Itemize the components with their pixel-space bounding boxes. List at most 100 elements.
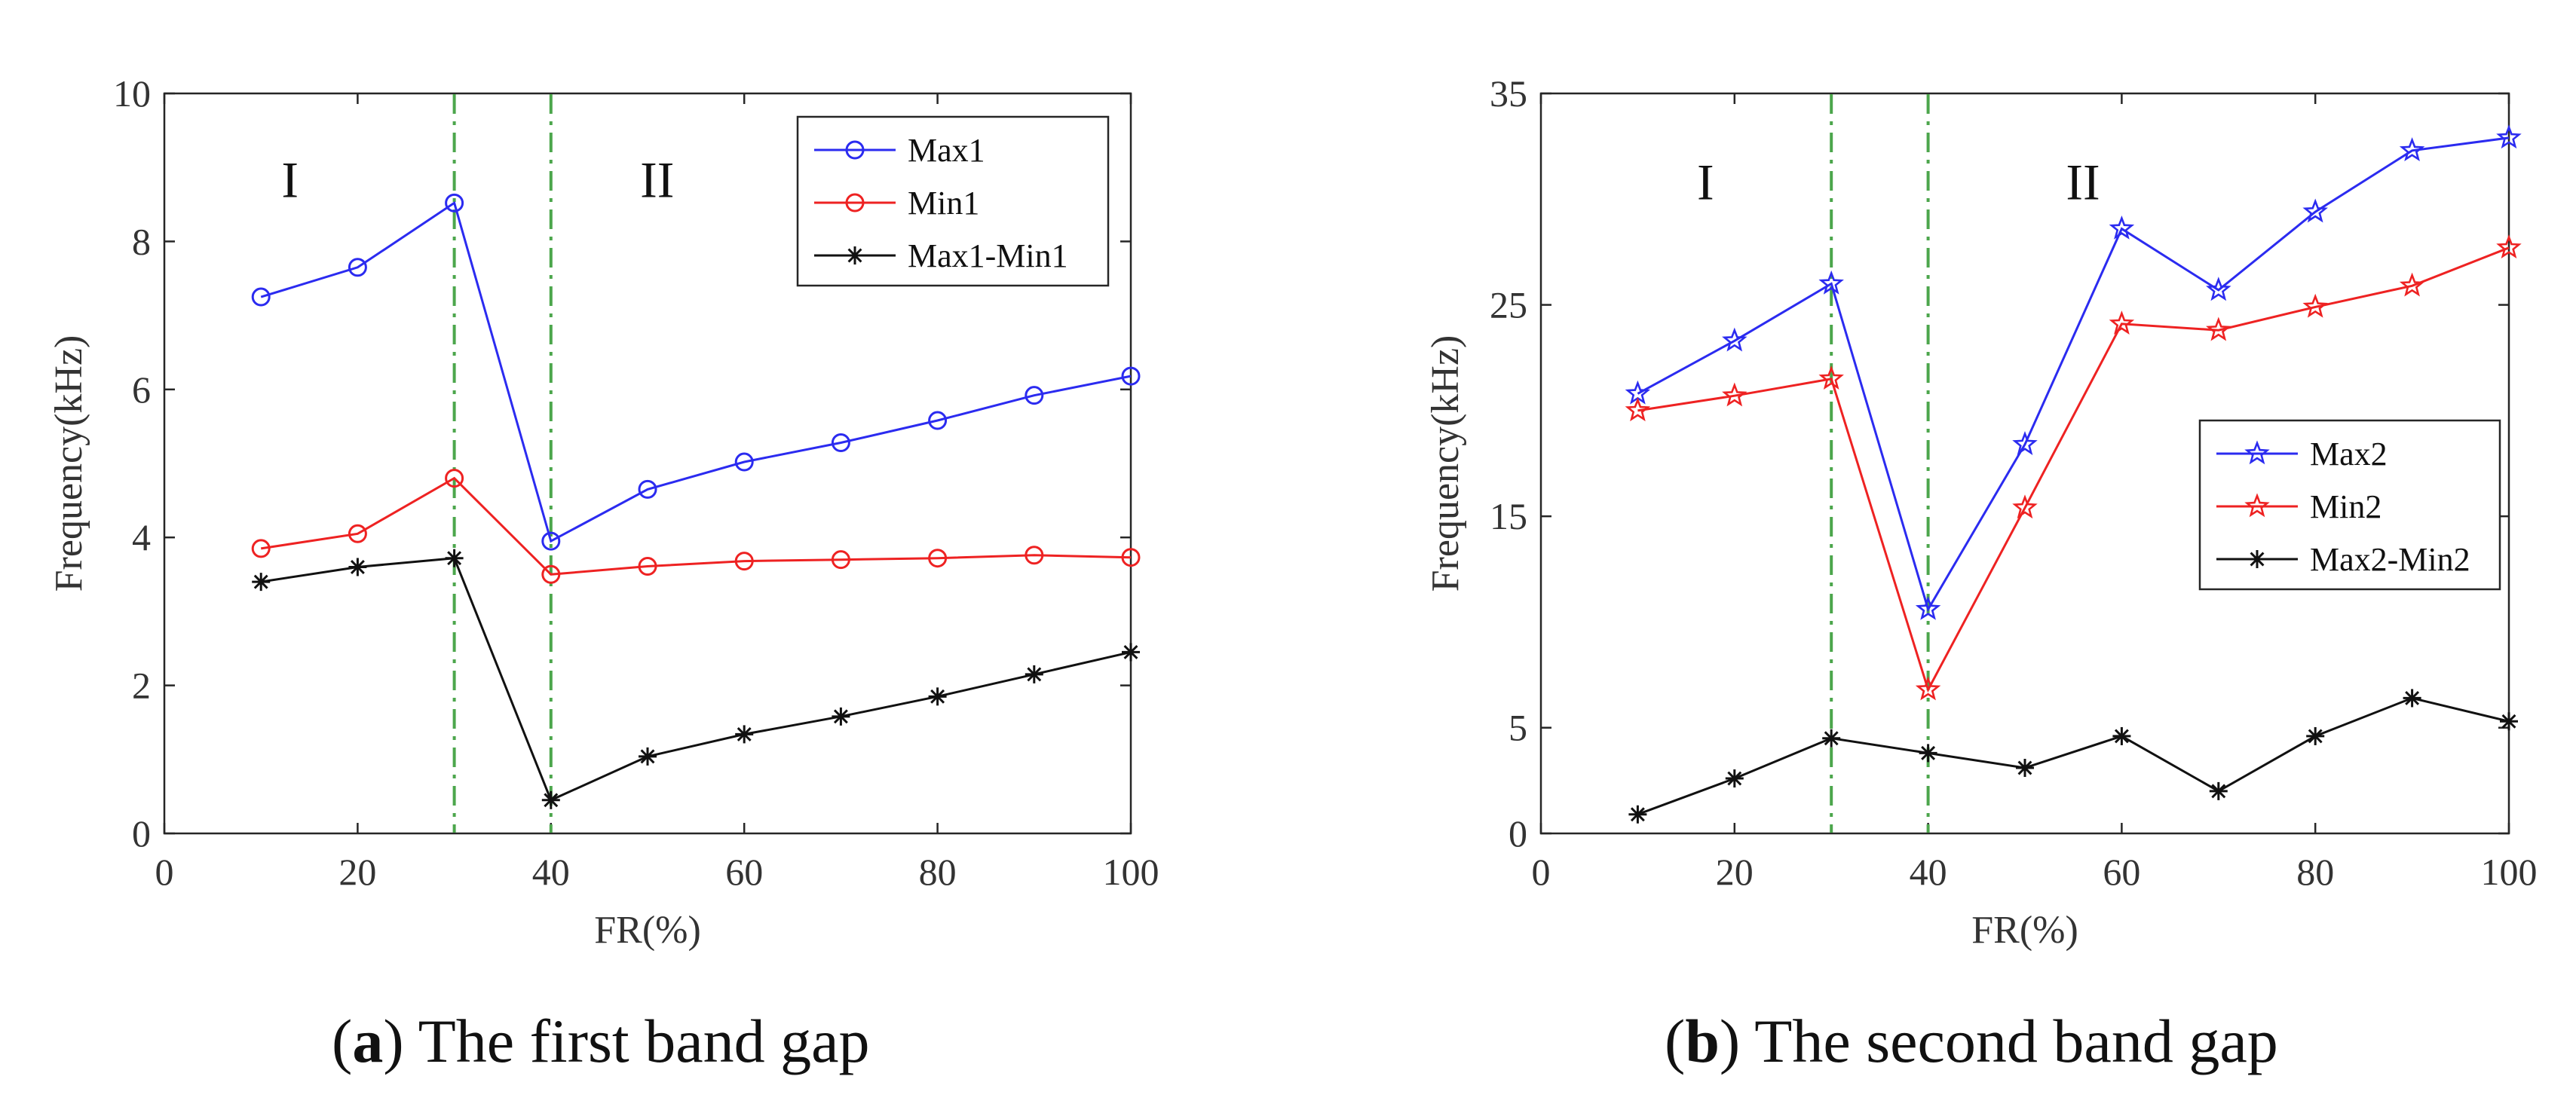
caption-a-letter: a xyxy=(352,1007,384,1075)
panel-b-ytick-label: 25 xyxy=(1490,284,1527,326)
panel-a-series-max1-point-shape xyxy=(638,479,657,499)
panel-a-series-min1-point-shape xyxy=(734,552,754,571)
panel-a-series-max1-point-shape xyxy=(251,287,271,307)
panel-b-series-min2 xyxy=(1625,234,2522,701)
panel-b-series-max2-line xyxy=(1637,136,2510,613)
panel-a-series-min1-point xyxy=(348,524,367,543)
panel-b-series-max2-min2-point xyxy=(2209,781,2228,800)
panel-b-legend-entry-label: Max2 xyxy=(2310,436,2388,472)
panel-a-series-max1-point xyxy=(928,411,948,430)
panel-b-legend-entry-marker-shape xyxy=(2244,493,2270,518)
panel-a-ytick-label: 2 xyxy=(132,665,151,707)
panel-a-series-max1-line xyxy=(260,200,1132,543)
panel-a-series-max1-min1-point-stroke-3 xyxy=(640,749,655,764)
panel-b-series-min2-point-shape xyxy=(1722,382,1747,407)
panel-b-series-min2-point xyxy=(2496,234,2522,259)
panel-a-series-max1-min1-point-stroke-3 xyxy=(737,726,752,741)
panel-a-series-max1-min1-point-stroke-3 xyxy=(350,560,365,574)
panel-b-series-max2-min2-point-stroke-3 xyxy=(2211,784,2226,799)
panel-b-series-max2-min2-point xyxy=(1822,729,1841,748)
panel-a-series-max1 xyxy=(251,193,1141,551)
panel-a-xtick-label: 60 xyxy=(725,851,763,893)
panel-b-region-label-2: II xyxy=(2066,153,2100,210)
panel-a-series-max1-min1-point xyxy=(1122,643,1140,662)
panel-a-legend-entry-marker xyxy=(845,140,865,160)
panel-a-series-max1-min1-point-stroke-3 xyxy=(1123,644,1138,659)
panel-a-legend-entry-label: Max1-Min1 xyxy=(908,237,1068,274)
panel-a-series-max1-point-shape xyxy=(928,411,948,430)
panel-b-xtick-label: 60 xyxy=(2103,851,2140,893)
panel-b-series-max2-point-shape xyxy=(1722,327,1747,352)
panel-a-series-min1-point xyxy=(928,549,948,568)
panel-b-series-max2-point xyxy=(2206,277,2231,301)
panel-a-series-max1-min1-point-stroke-3 xyxy=(833,709,848,724)
panel-a-series-max1-point xyxy=(638,479,657,499)
panel-a-yaxis-label: Frequency(kHz) xyxy=(47,335,90,592)
panel-b-series-max2-point xyxy=(1818,270,1844,295)
panel-a-series-min1-point xyxy=(251,539,271,558)
panel-b-legend-entry-marker xyxy=(2244,493,2270,518)
panel-b-legend-entry-marker-shape xyxy=(2244,440,2270,465)
panel-b-series-min2-point-shape xyxy=(2012,494,2038,519)
panel-a-series-max1-min1-point xyxy=(252,573,271,592)
panel-a-series-min1 xyxy=(251,469,1141,584)
panel-a-series-min1-point-shape xyxy=(251,539,271,558)
panel-a-series-max1-min1-point-stroke-3 xyxy=(253,574,268,589)
panel-a-series-max1-min1-point-stroke-3 xyxy=(930,689,945,704)
panel-b-series-max2-point-shape xyxy=(2496,124,2522,149)
panel-a-xaxis-label: FR(%) xyxy=(594,909,701,952)
panel-a-series-max1-min1-point xyxy=(348,558,367,576)
panel-b-xtick-label: 20 xyxy=(1716,851,1754,893)
panel-a-ytick-label: 10 xyxy=(113,72,151,115)
panel-a-legend-entry-marker-shape xyxy=(845,193,865,212)
panel-b-series-max2-min2-point xyxy=(2306,726,2325,745)
panel-b-series-min2-point-shape xyxy=(1625,397,1651,422)
panel-a-series-max1-point-shape xyxy=(1025,386,1044,405)
panel-b-series-max2-min2-point xyxy=(2016,759,2034,778)
panel-b-series-max2-point-shape xyxy=(1818,270,1844,295)
panel-b-series-min2-point-shape xyxy=(1915,676,1941,701)
panel-a-ytick-label: 8 xyxy=(132,220,151,262)
panel-a-xtick-label: 0 xyxy=(155,851,174,893)
panel-b-ytick-label: 0 xyxy=(1509,812,1527,855)
panel-a-series-max1-point-shape xyxy=(1121,366,1141,386)
panel-b-series-max2-point-shape xyxy=(2109,215,2135,240)
panel-a-series-max1-point xyxy=(1121,366,1141,386)
caption-b-text: ) The second band gap xyxy=(1719,1007,2278,1075)
panel-b-series-max2-min2-point-stroke-3 xyxy=(2308,729,2323,744)
panel-a-series-min1-point xyxy=(638,556,657,576)
panel-a-legend-entry-label: Min1 xyxy=(908,185,979,222)
panel-b-series-max2-min2-point-stroke-3 xyxy=(1727,771,1742,786)
panel-b-legend-entry: Max2-Min2 xyxy=(2216,541,2470,578)
panel-b-series-min2-point xyxy=(2206,316,2231,341)
panel-a-series-min1-point-shape xyxy=(831,550,850,570)
panel-b-series-min2-point-shape xyxy=(2206,316,2231,341)
panel-b-series-min2-point xyxy=(1915,676,1941,701)
panel-a-legend-entry-marker xyxy=(845,193,865,212)
panel-a-xtick-label: 100 xyxy=(1103,851,1159,893)
panel-a-series-max1-min1-point xyxy=(735,725,754,744)
panel-a-legend-entry-marker-shape xyxy=(845,140,865,160)
panel-b-xtick-label: 100 xyxy=(2481,851,2538,893)
panel-b-series-max2-point xyxy=(2109,215,2135,240)
panel-b-series-max2-point xyxy=(2302,198,2328,223)
panel-b-series-max2-point xyxy=(2496,124,2522,149)
panel-a-xtick-label: 80 xyxy=(919,851,957,893)
panel-a-series-min1-point xyxy=(831,550,850,570)
panel-a-series-max1-point xyxy=(348,258,367,277)
caption-b: (b) The second band gap xyxy=(1665,1007,2278,1075)
panel-a-region-label-2: II xyxy=(640,151,674,208)
panel-a-xtick-label: 20 xyxy=(338,851,376,893)
panel-b-series-max2-min2-point-stroke-3 xyxy=(2114,729,2129,744)
panel-a-series-max1-point xyxy=(1025,386,1044,405)
panel-a-series-min1-point xyxy=(1025,546,1044,565)
panel-a-series-max1-min1-point xyxy=(639,747,657,766)
panel-b-series-max2-point-shape xyxy=(1915,595,1941,620)
panel-b-series-min2-point xyxy=(2302,293,2328,318)
caption-b-letter: b xyxy=(1685,1007,1720,1075)
panel-a-series-min1-point-shape xyxy=(445,469,464,488)
panel-b-series-max2-min2-point xyxy=(1919,744,1937,763)
panel-b-legend-entry: Max2 xyxy=(2216,436,2388,472)
caption-a-text: ) The first band gap xyxy=(383,1007,870,1075)
